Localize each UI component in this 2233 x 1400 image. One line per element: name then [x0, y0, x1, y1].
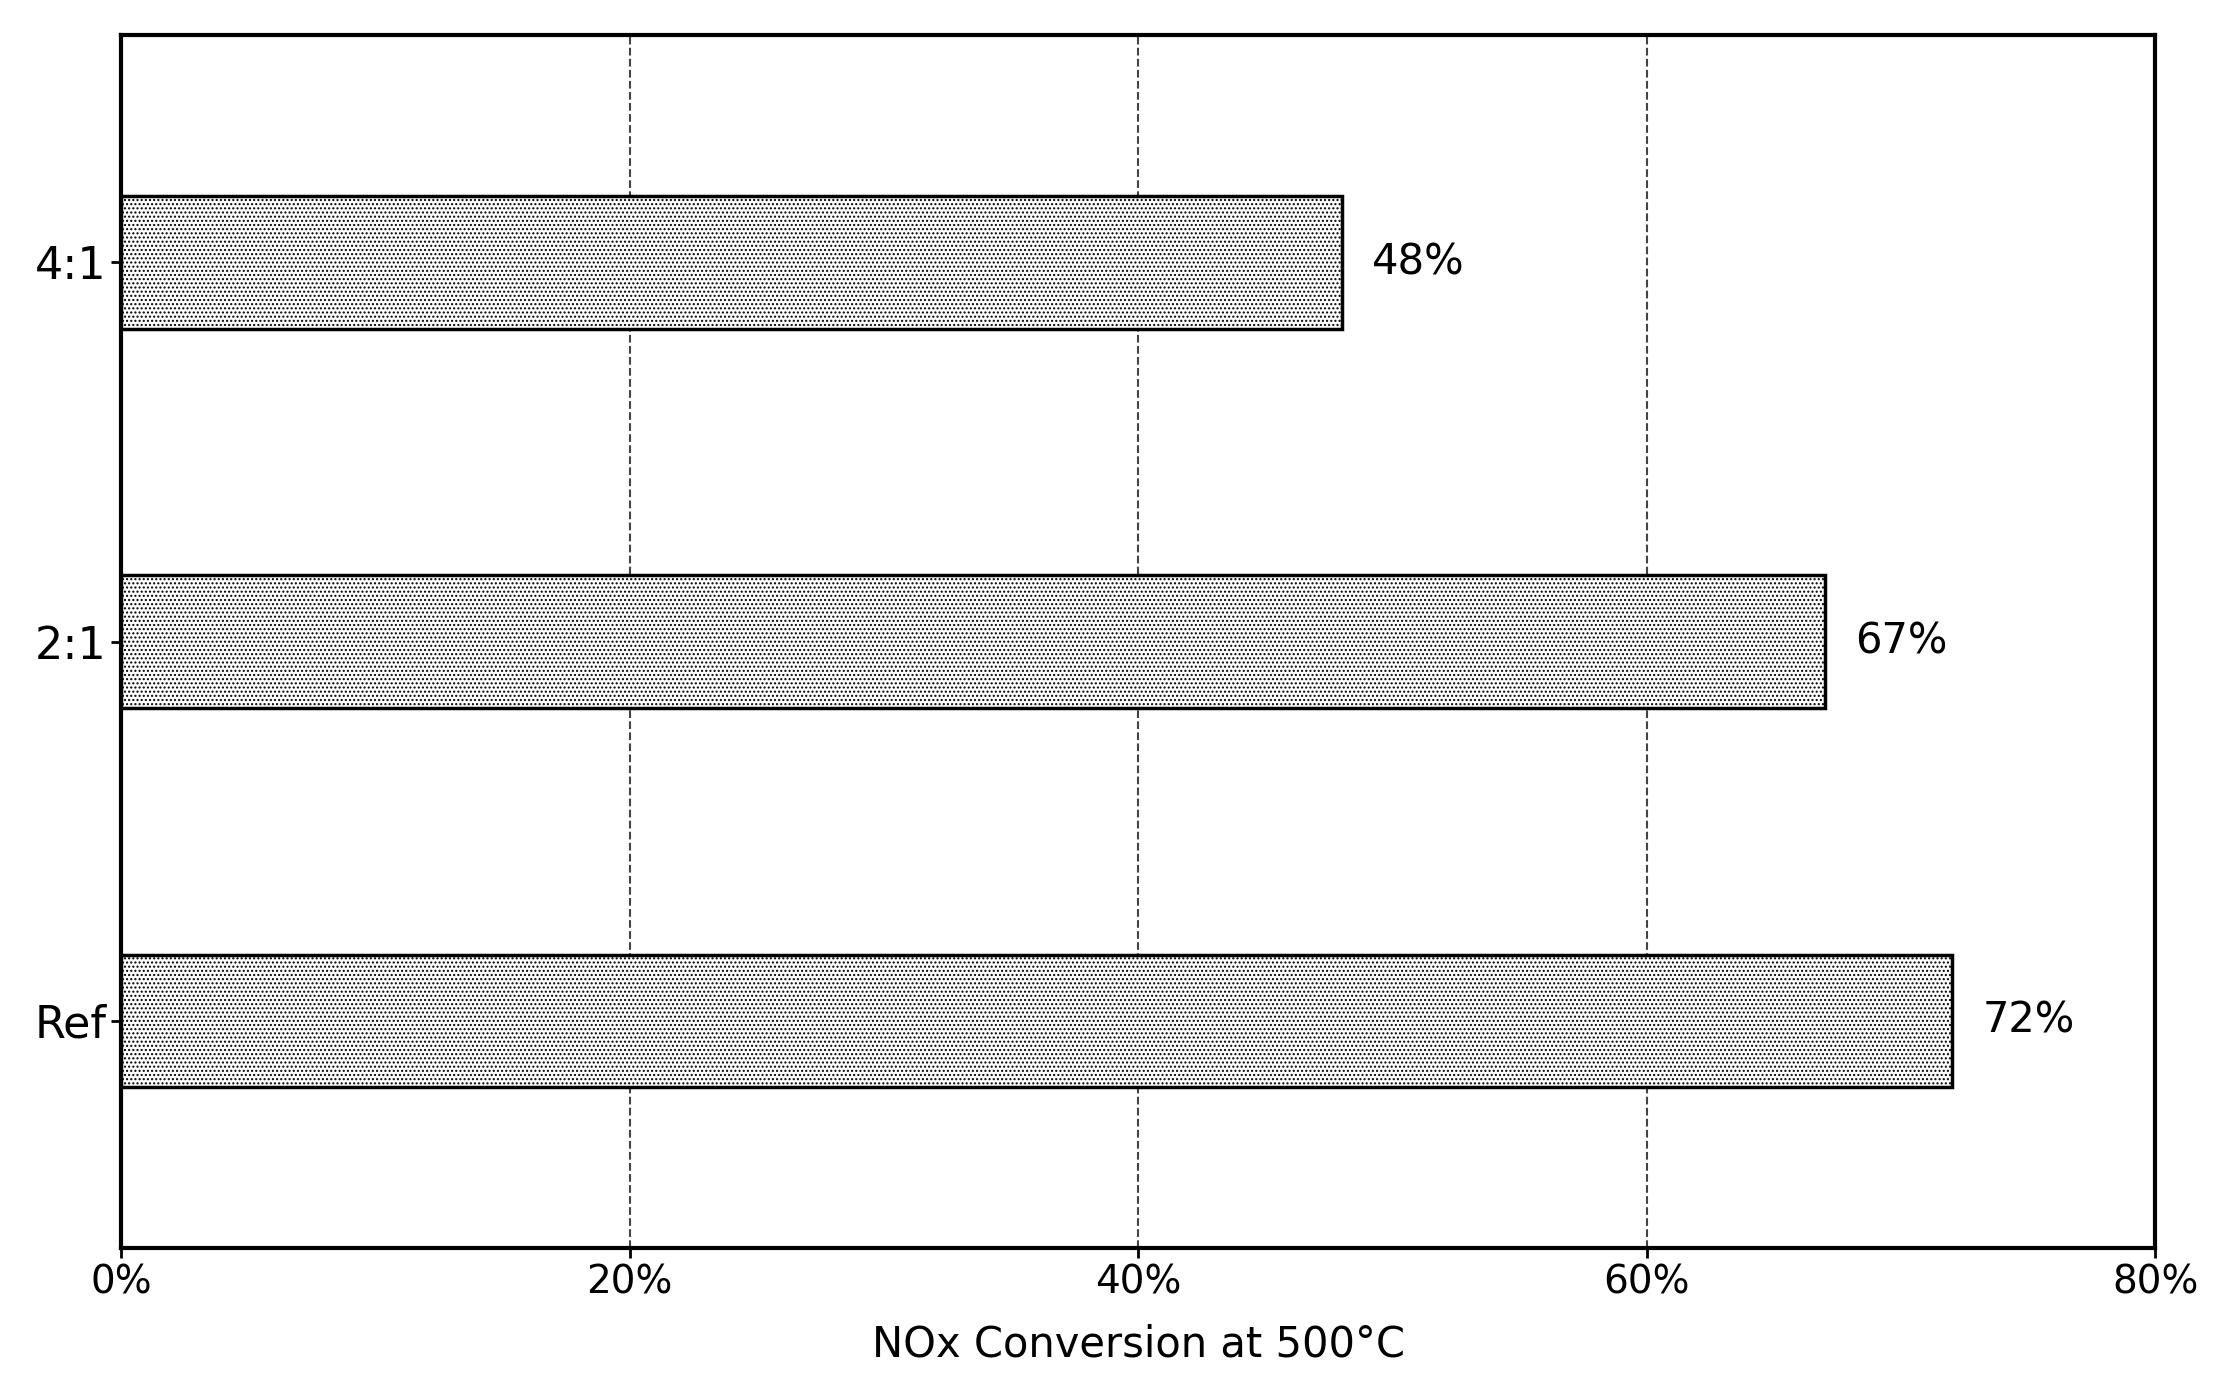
Bar [121, 955, 1952, 1088]
Text: 72%: 72% [1983, 1000, 2074, 1042]
Bar [121, 196, 1342, 329]
Text: 67%: 67% [1856, 620, 1947, 662]
Bar [121, 575, 1824, 708]
Text: 48%: 48% [1371, 241, 1465, 283]
X-axis label: NOx Conversion at 500°C: NOx Conversion at 500°C [871, 1323, 1405, 1365]
